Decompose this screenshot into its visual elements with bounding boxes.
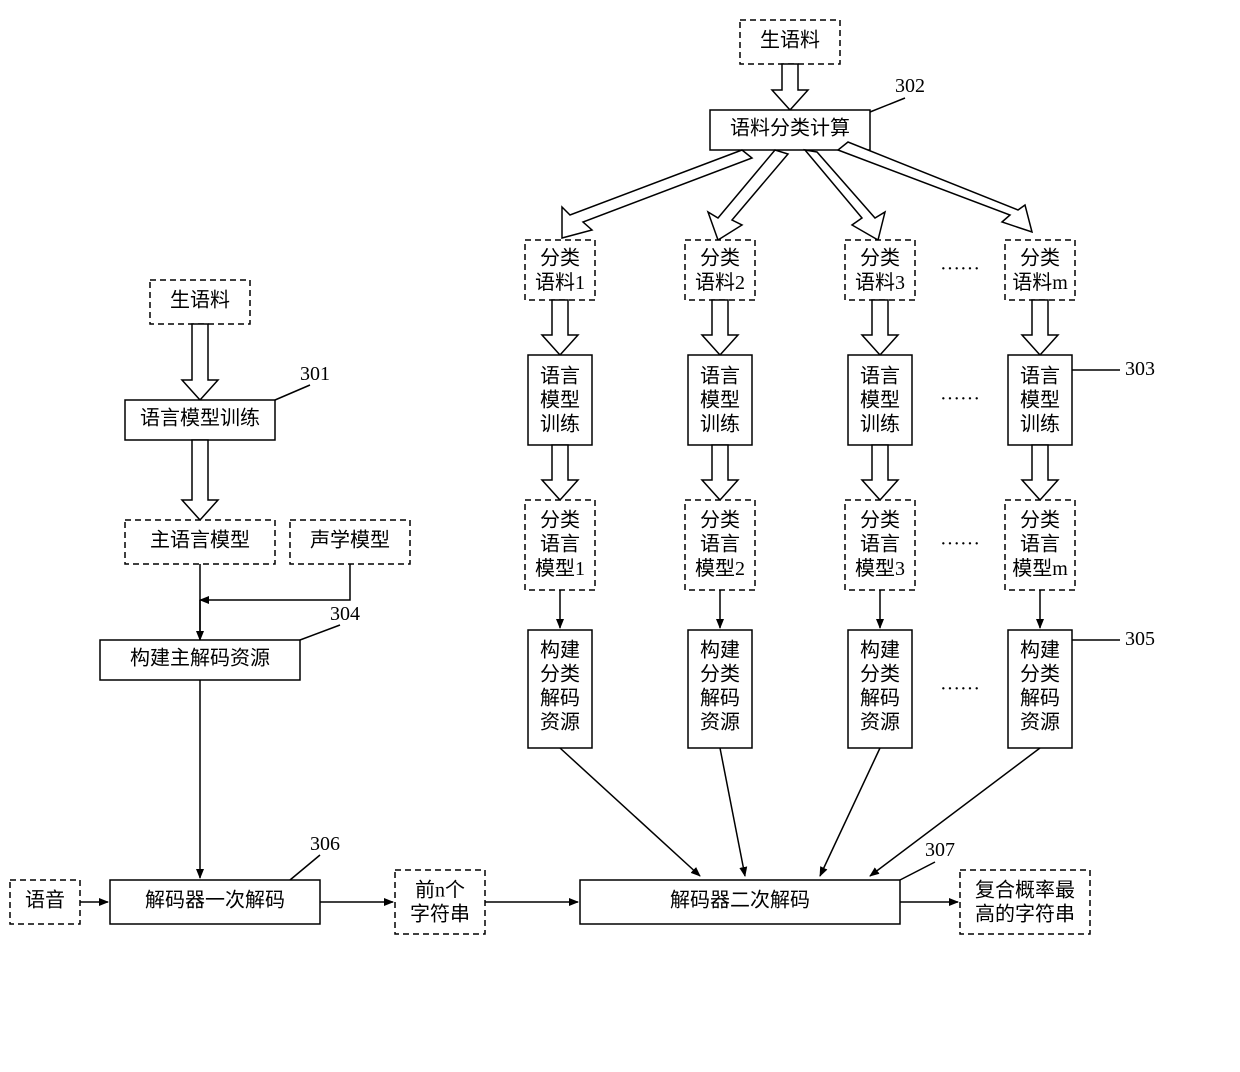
svg-text:分类: 分类 <box>540 663 580 686</box>
svg-text:分类: 分类 <box>700 247 740 270</box>
topn-text-2: 字符串 <box>410 903 470 926</box>
svg-text:······: ······ <box>940 258 980 280</box>
svg-text:训练: 训练 <box>1020 413 1060 436</box>
svg-text:构建: 构建 <box>540 639 580 662</box>
svg-text:分类: 分类 <box>540 509 580 532</box>
label-307: 307 <box>925 839 955 861</box>
svg-text:语言: 语言 <box>540 533 580 556</box>
label-line-307 <box>900 862 935 880</box>
decoder2-text: 解码器二次解码 <box>670 889 810 912</box>
svg-text:分类: 分类 <box>860 663 900 686</box>
svg-text:语言: 语言 <box>540 365 580 388</box>
label-303: 303 <box>1125 358 1155 380</box>
svg-text:分类: 分类 <box>700 509 740 532</box>
svg-text:解码: 解码 <box>700 687 740 710</box>
arrows-row1 <box>542 300 1058 355</box>
label-line-306 <box>290 855 320 880</box>
label-302: 302 <box>895 75 925 97</box>
decoder1-text: 解码器一次解码 <box>145 889 285 912</box>
svg-text:构建: 构建 <box>860 639 900 662</box>
arrow-left-1 <box>182 324 218 400</box>
output-text-2: 高的字符串 <box>975 903 1075 926</box>
svg-text:······: ······ <box>940 533 980 555</box>
label-304: 304 <box>330 603 360 625</box>
svg-text:分类: 分类 <box>860 509 900 532</box>
speech-text: 语音 <box>25 889 65 912</box>
label-305: 305 <box>1125 628 1155 650</box>
svg-text:分类: 分类 <box>1020 509 1060 532</box>
svg-text:资源: 资源 <box>700 711 740 734</box>
svg-text:······: ······ <box>940 388 980 410</box>
svg-text:训练: 训练 <box>860 413 900 436</box>
svg-text:资源: 资源 <box>1020 711 1060 734</box>
lm-train-text: 语言模型训练 <box>140 407 260 430</box>
arrow-left-2 <box>182 440 218 520</box>
label-306: 306 <box>310 833 340 855</box>
merge-line-2 <box>200 564 350 600</box>
svg-text:构建: 构建 <box>1020 639 1060 662</box>
topn-text-1: 前n个 <box>415 879 465 902</box>
fanout-arrows <box>562 142 1032 240</box>
arrow-right-1 <box>772 64 808 110</box>
svg-text:模型: 模型 <box>700 389 740 412</box>
fanin-arrows <box>560 748 1040 876</box>
svg-text:解码: 解码 <box>540 687 580 710</box>
svg-text:模型: 模型 <box>860 389 900 412</box>
right-raw-corpus-text: 生语料 <box>760 29 820 52</box>
svg-text:模型3: 模型3 <box>855 557 905 580</box>
build-row: 构建 分类 解码 资源 构建 分类 解码 资源 构建 分类 解码 资源 ····… <box>528 630 1072 748</box>
svg-text:模型m: 模型m <box>1012 557 1068 580</box>
svg-text:语言: 语言 <box>700 365 740 388</box>
build-main-decode-text: 构建主解码资源 <box>130 647 270 670</box>
acoustic-text: 声学模型 <box>310 529 390 552</box>
svg-text:解码: 解码 <box>1020 687 1060 710</box>
svg-text:语言: 语言 <box>860 533 900 556</box>
classify-text: 语料分类计算 <box>730 117 850 140</box>
svg-text:语言: 语言 <box>700 533 740 556</box>
svg-text:分类: 分类 <box>1020 663 1060 686</box>
svg-text:分类: 分类 <box>540 247 580 270</box>
left-raw-corpus-text: 生语料 <box>170 289 230 312</box>
svg-text:分类: 分类 <box>1020 247 1060 270</box>
svg-text:构建: 构建 <box>700 639 740 662</box>
svg-text:资源: 资源 <box>540 711 580 734</box>
svg-text:解码: 解码 <box>860 687 900 710</box>
label-line-301 <box>275 385 310 400</box>
svg-text:模型: 模型 <box>540 389 580 412</box>
lm-train-row: 语言 模型 训练 语言 模型 训练 语言 模型 训练 ······ 语言 模型 … <box>528 355 1072 445</box>
label-301: 301 <box>300 363 330 385</box>
svg-text:训练: 训练 <box>700 413 740 436</box>
svg-text:语料2: 语料2 <box>695 271 745 294</box>
svg-text:语言: 语言 <box>1020 533 1060 556</box>
arrows-row2 <box>542 445 1058 500</box>
main-lm-text: 主语言模型 <box>150 529 250 552</box>
svg-text:语言: 语言 <box>860 365 900 388</box>
svg-text:语言: 语言 <box>1020 365 1060 388</box>
svg-text:资源: 资源 <box>860 711 900 734</box>
svg-text:训练: 训练 <box>540 413 580 436</box>
flowchart-diagram: 生语料 语言模型训练 301 主语言模型 声学模型 构建主解码资源 304 语音… <box>0 0 1240 1072</box>
clm-row: 分类 语言 模型1 分类 语言 模型2 分类 语言 模型3 ······ 分类 … <box>525 500 1075 590</box>
arrows-row3 <box>560 590 1040 628</box>
svg-text:模型2: 模型2 <box>695 557 745 580</box>
cat-corpus-row: 分类 语料1 分类 语料2 分类 语料3 ······ 分类 语料m <box>525 240 1075 300</box>
svg-text:模型1: 模型1 <box>535 557 585 580</box>
svg-text:分类: 分类 <box>860 247 900 270</box>
svg-text:模型: 模型 <box>1020 389 1060 412</box>
output-text-1: 复合概率最 <box>975 879 1075 902</box>
label-line-302 <box>870 98 905 112</box>
svg-text:语料m: 语料m <box>1012 271 1068 294</box>
svg-text:分类: 分类 <box>700 663 740 686</box>
label-line-304 <box>300 625 340 640</box>
svg-text:语料1: 语料1 <box>535 271 585 294</box>
svg-text:语料3: 语料3 <box>855 271 905 294</box>
svg-text:······: ······ <box>940 678 980 700</box>
